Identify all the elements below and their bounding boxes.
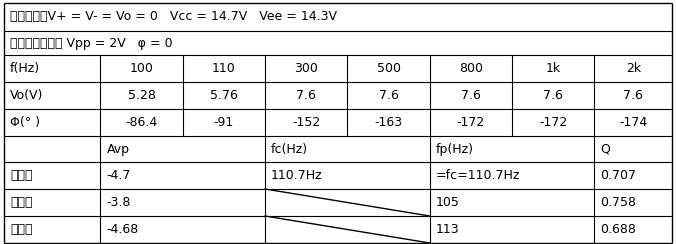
Text: 300: 300	[294, 62, 318, 75]
Text: Q: Q	[600, 142, 610, 155]
Text: 0.688: 0.688	[600, 223, 636, 236]
Text: Φ(° ): Φ(° )	[10, 116, 40, 129]
Text: 2k: 2k	[625, 62, 641, 75]
Text: 0.707: 0.707	[600, 169, 636, 182]
Text: 理论值: 理论值	[10, 169, 32, 182]
Text: 5.28: 5.28	[128, 89, 155, 102]
Text: -152: -152	[292, 116, 320, 129]
Text: 110.7Hz: 110.7Hz	[271, 169, 322, 182]
Text: 1k: 1k	[546, 62, 561, 75]
Text: -172: -172	[457, 116, 485, 129]
Text: -4.68: -4.68	[106, 223, 139, 236]
Text: -86.4: -86.4	[126, 116, 158, 129]
Text: -4.7: -4.7	[106, 169, 131, 182]
Text: 100: 100	[130, 62, 153, 75]
Text: 5.76: 5.76	[210, 89, 238, 102]
Text: 7.6: 7.6	[544, 89, 563, 102]
Text: -174: -174	[619, 116, 648, 129]
Text: Vo(V): Vo(V)	[10, 89, 43, 102]
Text: 0.758: 0.758	[600, 196, 636, 209]
Text: -3.8: -3.8	[106, 196, 131, 209]
Text: 俯真值: 俯真值	[10, 223, 32, 236]
Text: 7.6: 7.6	[623, 89, 643, 102]
Text: 动态参数：信号 Vpp = 2V   φ = 0: 动态参数：信号 Vpp = 2V φ = 0	[10, 37, 172, 50]
Text: 7.6: 7.6	[461, 89, 481, 102]
Text: 110: 110	[212, 62, 236, 75]
Text: 113: 113	[436, 223, 460, 236]
Text: 7.6: 7.6	[296, 89, 316, 102]
Text: =fc=110.7Hz: =fc=110.7Hz	[436, 169, 520, 182]
Text: 静态测试：V+ = V- = Vo = 0   Vcc = 14.7V   Vee = 14.3V: 静态测试：V+ = V- = Vo = 0 Vcc = 14.7V Vee = …	[10, 10, 337, 23]
Text: -163: -163	[375, 116, 403, 129]
Text: 800: 800	[459, 62, 483, 75]
Text: 105: 105	[436, 196, 460, 209]
Text: -172: -172	[539, 116, 567, 129]
Text: 实测值: 实测值	[10, 196, 32, 209]
Text: -91: -91	[214, 116, 234, 129]
Text: 7.6: 7.6	[379, 89, 399, 102]
Text: fc(Hz): fc(Hz)	[271, 142, 308, 155]
Text: f(Hz): f(Hz)	[10, 62, 40, 75]
Text: Avp: Avp	[106, 142, 129, 155]
Text: fp(Hz): fp(Hz)	[436, 142, 474, 155]
Text: 500: 500	[377, 62, 401, 75]
